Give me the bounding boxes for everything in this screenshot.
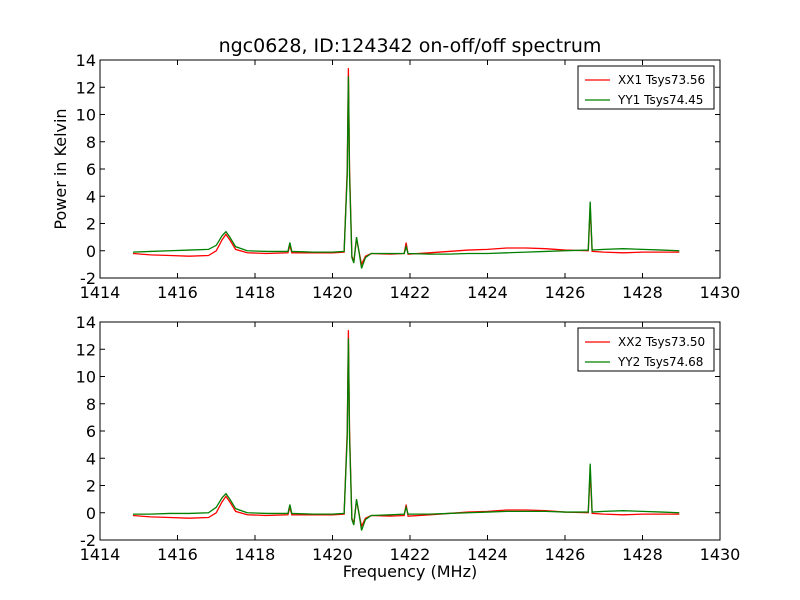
y-tick-label: 6 xyxy=(86,422,96,441)
y-tick-label: 12 xyxy=(76,340,96,359)
x-tick-label: 1420 xyxy=(312,283,353,302)
legend-entry: XX2 Tsys73.50 xyxy=(618,335,705,349)
x-tick-label: 1424 xyxy=(467,545,508,564)
x-tick-label: 1422 xyxy=(390,283,431,302)
x-tick-label: 1428 xyxy=(622,283,663,302)
y-tick-label: -2 xyxy=(80,531,96,550)
y-axis-label: Power in Kelvin xyxy=(51,108,70,229)
legend-entry: XX1 Tsys73.56 xyxy=(618,73,705,87)
x-tick-label: 1420 xyxy=(312,545,353,564)
y-tick-label: 10 xyxy=(76,106,96,125)
x-tick-label: 1416 xyxy=(157,545,198,564)
y-tick-label: 2 xyxy=(86,215,96,234)
legend-box xyxy=(577,65,715,110)
y-tick-label: -2 xyxy=(80,269,96,288)
series-line-2 xyxy=(132,76,680,269)
x-tick-label: 1418 xyxy=(235,545,276,564)
x-tick-label: 1422 xyxy=(390,545,431,564)
top-panel: 1414 1416 1418 1420 1422 1424 1426 1428 1430 -2 0 2… xyxy=(76,51,741,302)
y-tick-label: 4 xyxy=(86,449,96,468)
x-tick-label: 1414 xyxy=(80,545,121,564)
legend-entry: YY1 Tsys74.45 xyxy=(617,93,703,107)
bottom-panel: 1414 1416 1418 1420 1422 1424 1426 1428 1430 -2 0 2… xyxy=(76,313,741,564)
x-axis-label: Frequency (MHz) xyxy=(343,562,477,581)
y-tick-label: 6 xyxy=(86,160,96,179)
y-tick-label: 0 xyxy=(86,504,96,523)
y-tick-label: 0 xyxy=(86,242,96,261)
x-tick-label: 1418 xyxy=(235,283,276,302)
x-tick-label: 1430 xyxy=(700,545,741,564)
x-tick-label: 1430 xyxy=(700,283,741,302)
y-tick-label: 10 xyxy=(76,368,96,387)
y-tick-label: 12 xyxy=(76,78,96,97)
y-tick-label: 2 xyxy=(86,477,96,496)
x-tick-label: 1416 xyxy=(157,283,198,302)
chart-title: ngc0628, ID:124342 on-off/off spectrum xyxy=(219,35,602,57)
x-tick-label: 1426 xyxy=(545,283,586,302)
y-tick-label: 14 xyxy=(76,51,96,70)
y-tick-label: 8 xyxy=(86,133,96,152)
x-tick-label: 1414 xyxy=(80,283,121,302)
x-tick-label: 1424 xyxy=(467,283,508,302)
x-tick-label: 1428 xyxy=(622,545,663,564)
y-tick-label: 4 xyxy=(86,187,96,206)
y-tick-label: 8 xyxy=(86,395,96,414)
x-tick-label: 1426 xyxy=(545,545,586,564)
legend-box xyxy=(577,327,715,372)
series-line-2 xyxy=(132,338,680,531)
y-tick-label: 14 xyxy=(76,313,96,332)
legend-entry: YY2 Tsys74.68 xyxy=(617,355,703,369)
